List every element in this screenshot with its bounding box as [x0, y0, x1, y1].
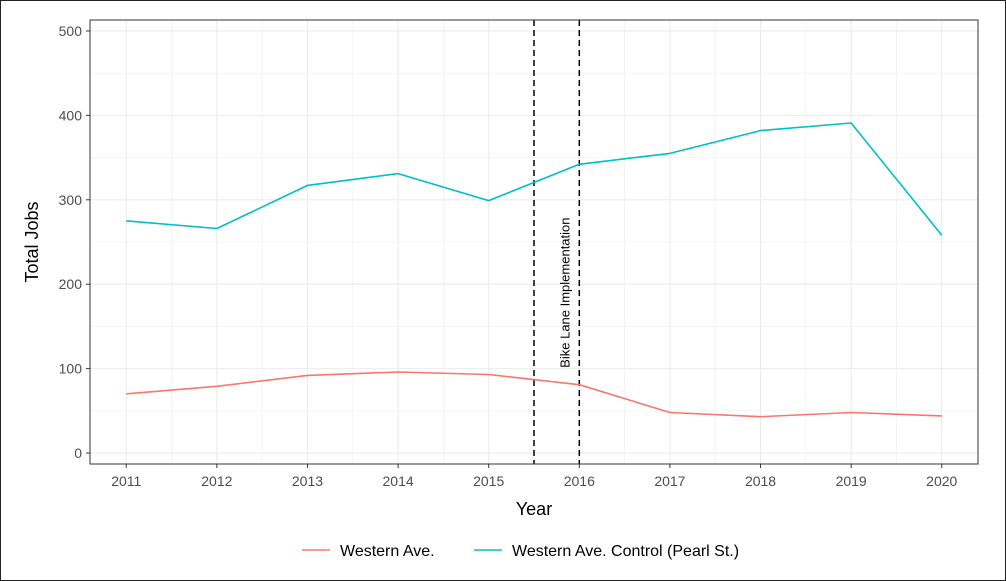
- y-axis: 0 100 200 300 400 500: [59, 23, 90, 461]
- x-tick-label: 2011: [111, 473, 141, 489]
- x-axis: 2011 2012 2013 2014 2015 2016 2017 2018 2019 2020: [111, 464, 958, 489]
- y-tick-label: 200: [59, 276, 83, 292]
- annotation-text: Bike Lane Implementation: [558, 217, 573, 367]
- x-tick-label: 2015: [473, 473, 504, 489]
- x-tick-label: 2020: [926, 473, 957, 489]
- x-tick-label: 2018: [745, 473, 776, 489]
- legend-label-western-ave: Western Ave.: [340, 543, 435, 560]
- y-tick-label: 100: [59, 361, 83, 377]
- x-tick-label: 2017: [654, 473, 685, 489]
- x-tick-label: 2019: [836, 473, 867, 489]
- legend-label-western-ave-control: Western Ave. Control (Pearl St.): [512, 543, 739, 560]
- series-line-1: [126, 122, 943, 236]
- y-tick-label: 0: [74, 445, 82, 461]
- x-tick-label: 2013: [292, 473, 323, 489]
- y-axis-title: Total Jobs: [22, 201, 42, 282]
- y-tick-label: 500: [59, 23, 83, 39]
- reference-lines: [533, 20, 581, 464]
- y-tick-label: 300: [59, 192, 83, 208]
- legend: Western Ave. Western Ave. Control (Pearl…: [302, 543, 739, 560]
- x-axis-title: Year: [516, 499, 552, 519]
- series-lines: [126, 122, 943, 418]
- x-tick-label: 2012: [201, 473, 232, 489]
- series-line-0: [126, 371, 942, 418]
- x-tick-label: 2014: [383, 473, 414, 489]
- y-tick-label: 400: [59, 107, 83, 123]
- x-tick-label: 2016: [564, 473, 595, 489]
- grid-major: [90, 20, 978, 464]
- plot-border: [89, 19, 979, 465]
